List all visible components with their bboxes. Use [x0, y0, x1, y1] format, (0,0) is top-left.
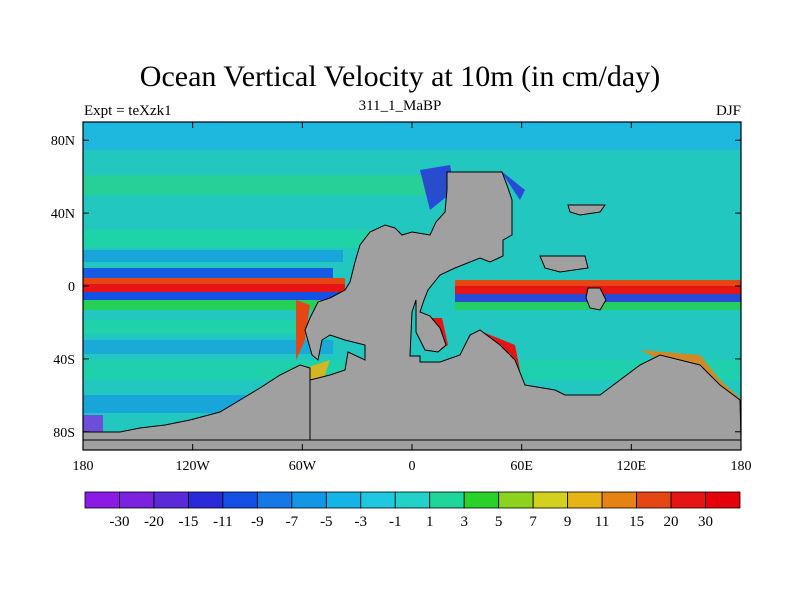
south-subtropic-band [83, 320, 333, 334]
colorbar-swatch [670, 491, 706, 509]
coastal-upwelling-west [296, 300, 310, 360]
x-tick-label: 120E [617, 459, 647, 474]
map-title: Ocean Vertical Velocity at 10m (in cm/da… [139, 60, 661, 93]
colorbar: -30 -20 -15 -11 -9 -7 -5 -3 -1 1 3 5 7 9 11 15 20 30 [84, 491, 741, 530]
colorbar-label: 1 [426, 514, 434, 530]
equator-orange-band [83, 278, 345, 284]
colorbar-label: 30 [698, 514, 713, 530]
colorbar-label: 3 [460, 514, 468, 530]
colorbar-label: 20 [664, 514, 679, 530]
island-east [567, 204, 606, 216]
colorbar-swatch [394, 491, 431, 509]
equator-blue-band [83, 268, 333, 278]
x-tick-label: 180 [731, 459, 752, 474]
colorbar-swatch [119, 491, 155, 509]
colorbar-label: 5 [495, 514, 503, 530]
colorbar-swatch [498, 491, 534, 509]
north-green-band [83, 175, 453, 195]
x-tick-label: 60W [289, 459, 317, 474]
northeast-blue-patch [500, 170, 525, 200]
x-tick-label: 180 [73, 459, 94, 474]
season-label: DJF [715, 103, 741, 119]
colorbar-swatch [84, 491, 120, 509]
y-tick-label: 80S [53, 426, 75, 441]
x-tick-label: 120W [176, 459, 211, 474]
y-tick-label: 40S [53, 353, 75, 368]
colorbar-swatch [222, 491, 258, 509]
colorbar-label: -30 [109, 514, 129, 530]
colorbar-label: -1 [389, 514, 402, 530]
x-tick-label: 0 [409, 459, 416, 474]
colorbar-swatch [291, 491, 327, 509]
colorbar-label: 9 [564, 514, 572, 530]
colorbar-swatch [636, 491, 672, 509]
colorbar-swatch [601, 491, 637, 509]
colorbar-swatch [188, 491, 224, 509]
east-equator-orange-band [455, 280, 741, 286]
northern-blue-patch [420, 165, 455, 210]
equator-red-band [83, 284, 345, 292]
colorbar-swatch [567, 491, 603, 509]
north-blue-band [83, 250, 343, 262]
south-landmass [83, 364, 311, 441]
x-axis: 180 120W 60W 0 60E 120E 180 [73, 122, 752, 474]
colorbar-swatch [705, 491, 741, 509]
north-subtropic-band [83, 230, 383, 248]
y-tick-label: 80N [51, 134, 75, 149]
colorbar-swatch [429, 491, 465, 509]
colorbar-label: -9 [251, 514, 264, 530]
island-equator [539, 255, 589, 273]
colorbar-label: 11 [595, 514, 609, 530]
colorbar-label: -11 [213, 514, 232, 530]
y-tick-label: 40N [51, 207, 75, 222]
equator-south-blue-band [83, 292, 345, 300]
y-axis: 80N 40N 0 40S 80S [51, 134, 741, 441]
southwest-purple-patch [83, 415, 103, 433]
colorbar-label: -15 [178, 514, 198, 530]
colorbar-swatch [153, 491, 189, 509]
x-tick-label: 60E [510, 459, 533, 474]
colorbar-swatch [360, 491, 396, 509]
colorbar-swatch [463, 491, 500, 509]
y-tick-label: 0 [68, 280, 75, 295]
island-south-east [585, 287, 607, 311]
experiment-label: Expt = teXzk1 [84, 103, 172, 119]
colorbar-label: -7 [286, 514, 299, 530]
colorbar-label: -20 [144, 514, 164, 530]
colorbar-label: 15 [629, 514, 644, 530]
colorbar-swatch [256, 491, 293, 509]
main-continent [304, 171, 741, 441]
colorbar-swatch [532, 491, 569, 509]
colorbar-label: -3 [355, 514, 368, 530]
time-period-label: 311_1_MaBP [358, 98, 442, 114]
colorbar-label: 7 [529, 514, 537, 530]
colorbar-swatch [325, 491, 362, 509]
colorbar-label: -5 [320, 514, 333, 530]
map-field [83, 122, 741, 450]
south-blue-band [83, 340, 333, 354]
south-green-band [83, 300, 345, 310]
